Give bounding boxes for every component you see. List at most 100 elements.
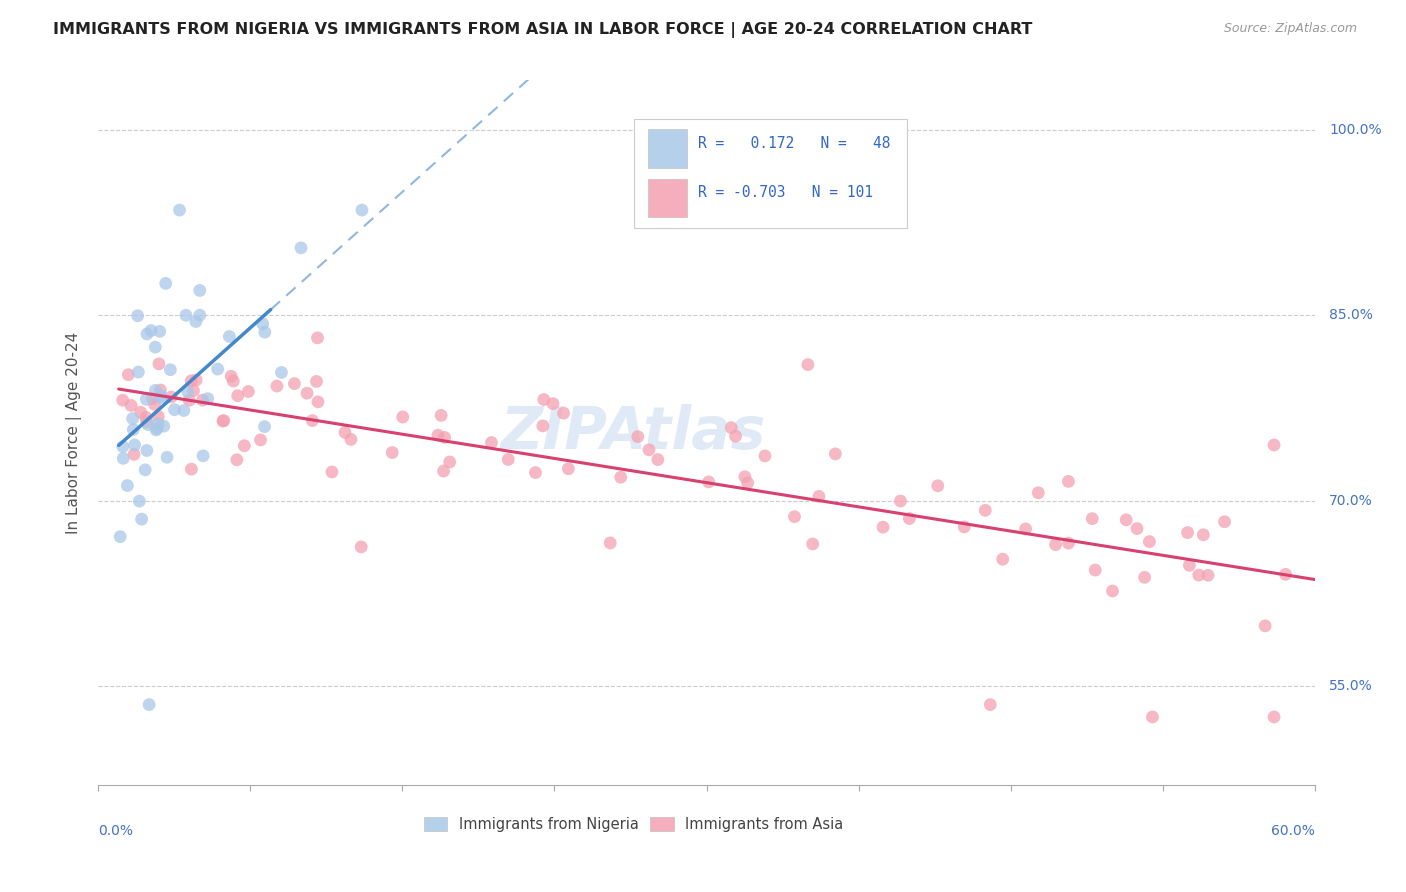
Point [146,417,169,431]
Point [824,447,846,461]
Point [173,403,195,417]
Point [129,405,152,419]
Point [432,464,454,478]
Point [627,430,650,444]
Point [183,384,205,398]
FancyBboxPatch shape [648,129,688,169]
Point [177,384,200,399]
Point [155,277,177,291]
Point [610,470,633,484]
Point [117,478,139,492]
Point [143,384,166,398]
Point [266,379,288,393]
Point [720,420,742,434]
Point [1177,525,1199,540]
Point [301,414,323,428]
Point [135,415,157,429]
Point [496,452,519,467]
Point [212,414,235,428]
Point [233,439,256,453]
Point [226,389,249,403]
Point [1057,475,1080,489]
Point [1014,522,1036,536]
Point [1115,513,1137,527]
Point [553,406,575,420]
Text: ZIPAtlas: ZIPAtlas [501,404,766,461]
Point [136,326,159,341]
Point [283,376,305,391]
Point [295,386,318,401]
Point [974,503,997,517]
Text: 85.0%: 85.0% [1329,308,1374,322]
Point [121,411,143,425]
Point [127,309,149,323]
Point [991,552,1014,566]
Point [207,362,229,376]
Point [321,465,343,479]
Point [807,489,830,503]
Point [953,520,976,534]
Point [184,314,207,328]
Point [350,540,373,554]
Point [541,397,564,411]
Point [307,395,329,409]
Point [139,323,162,337]
Point [180,374,202,388]
Point [1263,438,1285,452]
Text: Source: ZipAtlas.com: Source: ZipAtlas.com [1223,22,1357,36]
Point [350,203,373,218]
Text: IMMIGRANTS FROM NIGERIA VS IMMIGRANTS FROM ASIA IN LABOR FORCE | AGE 20-24 CORRE: IMMIGRANTS FROM NIGERIA VS IMMIGRANTS FR… [53,22,1033,38]
FancyBboxPatch shape [634,119,907,228]
Point [148,409,170,424]
Point [927,479,949,493]
Point [1197,568,1219,582]
Point [174,308,197,322]
Point [433,430,456,444]
Point [111,393,134,408]
Point [156,450,179,465]
Point [557,462,579,476]
Point [191,393,214,408]
Point [305,375,328,389]
Text: 70.0%: 70.0% [1329,493,1372,508]
Point [218,329,240,343]
Point [427,428,450,442]
Point [1263,710,1285,724]
Point [1045,538,1067,552]
Point [797,358,820,372]
Point [188,308,211,322]
Point [149,391,172,405]
Text: 0.0%: 0.0% [98,823,134,838]
Point [180,462,202,476]
Point [754,449,776,463]
Point [135,410,157,425]
Point [340,433,363,447]
Point [1081,511,1104,525]
Point [149,324,172,338]
Point [889,494,911,508]
Point [737,475,759,490]
Point [638,442,661,457]
Point [1084,563,1107,577]
Point [179,393,201,408]
Point [160,390,183,404]
Point [253,325,276,339]
Point [149,389,172,403]
Point [1254,619,1277,633]
Point [1213,515,1236,529]
Point [307,331,329,345]
Point [524,466,547,480]
Point [143,340,166,354]
Point [135,392,157,407]
Point [136,417,159,432]
Point [120,399,142,413]
Text: R =   0.172   N =   48: R = 0.172 N = 48 [697,136,890,151]
Point [238,384,260,399]
Point [1188,568,1211,582]
Text: 60.0%: 60.0% [1271,823,1315,838]
Point [381,445,404,459]
Point [1133,570,1156,584]
Point [439,455,461,469]
Point [599,536,621,550]
Point [1101,584,1123,599]
